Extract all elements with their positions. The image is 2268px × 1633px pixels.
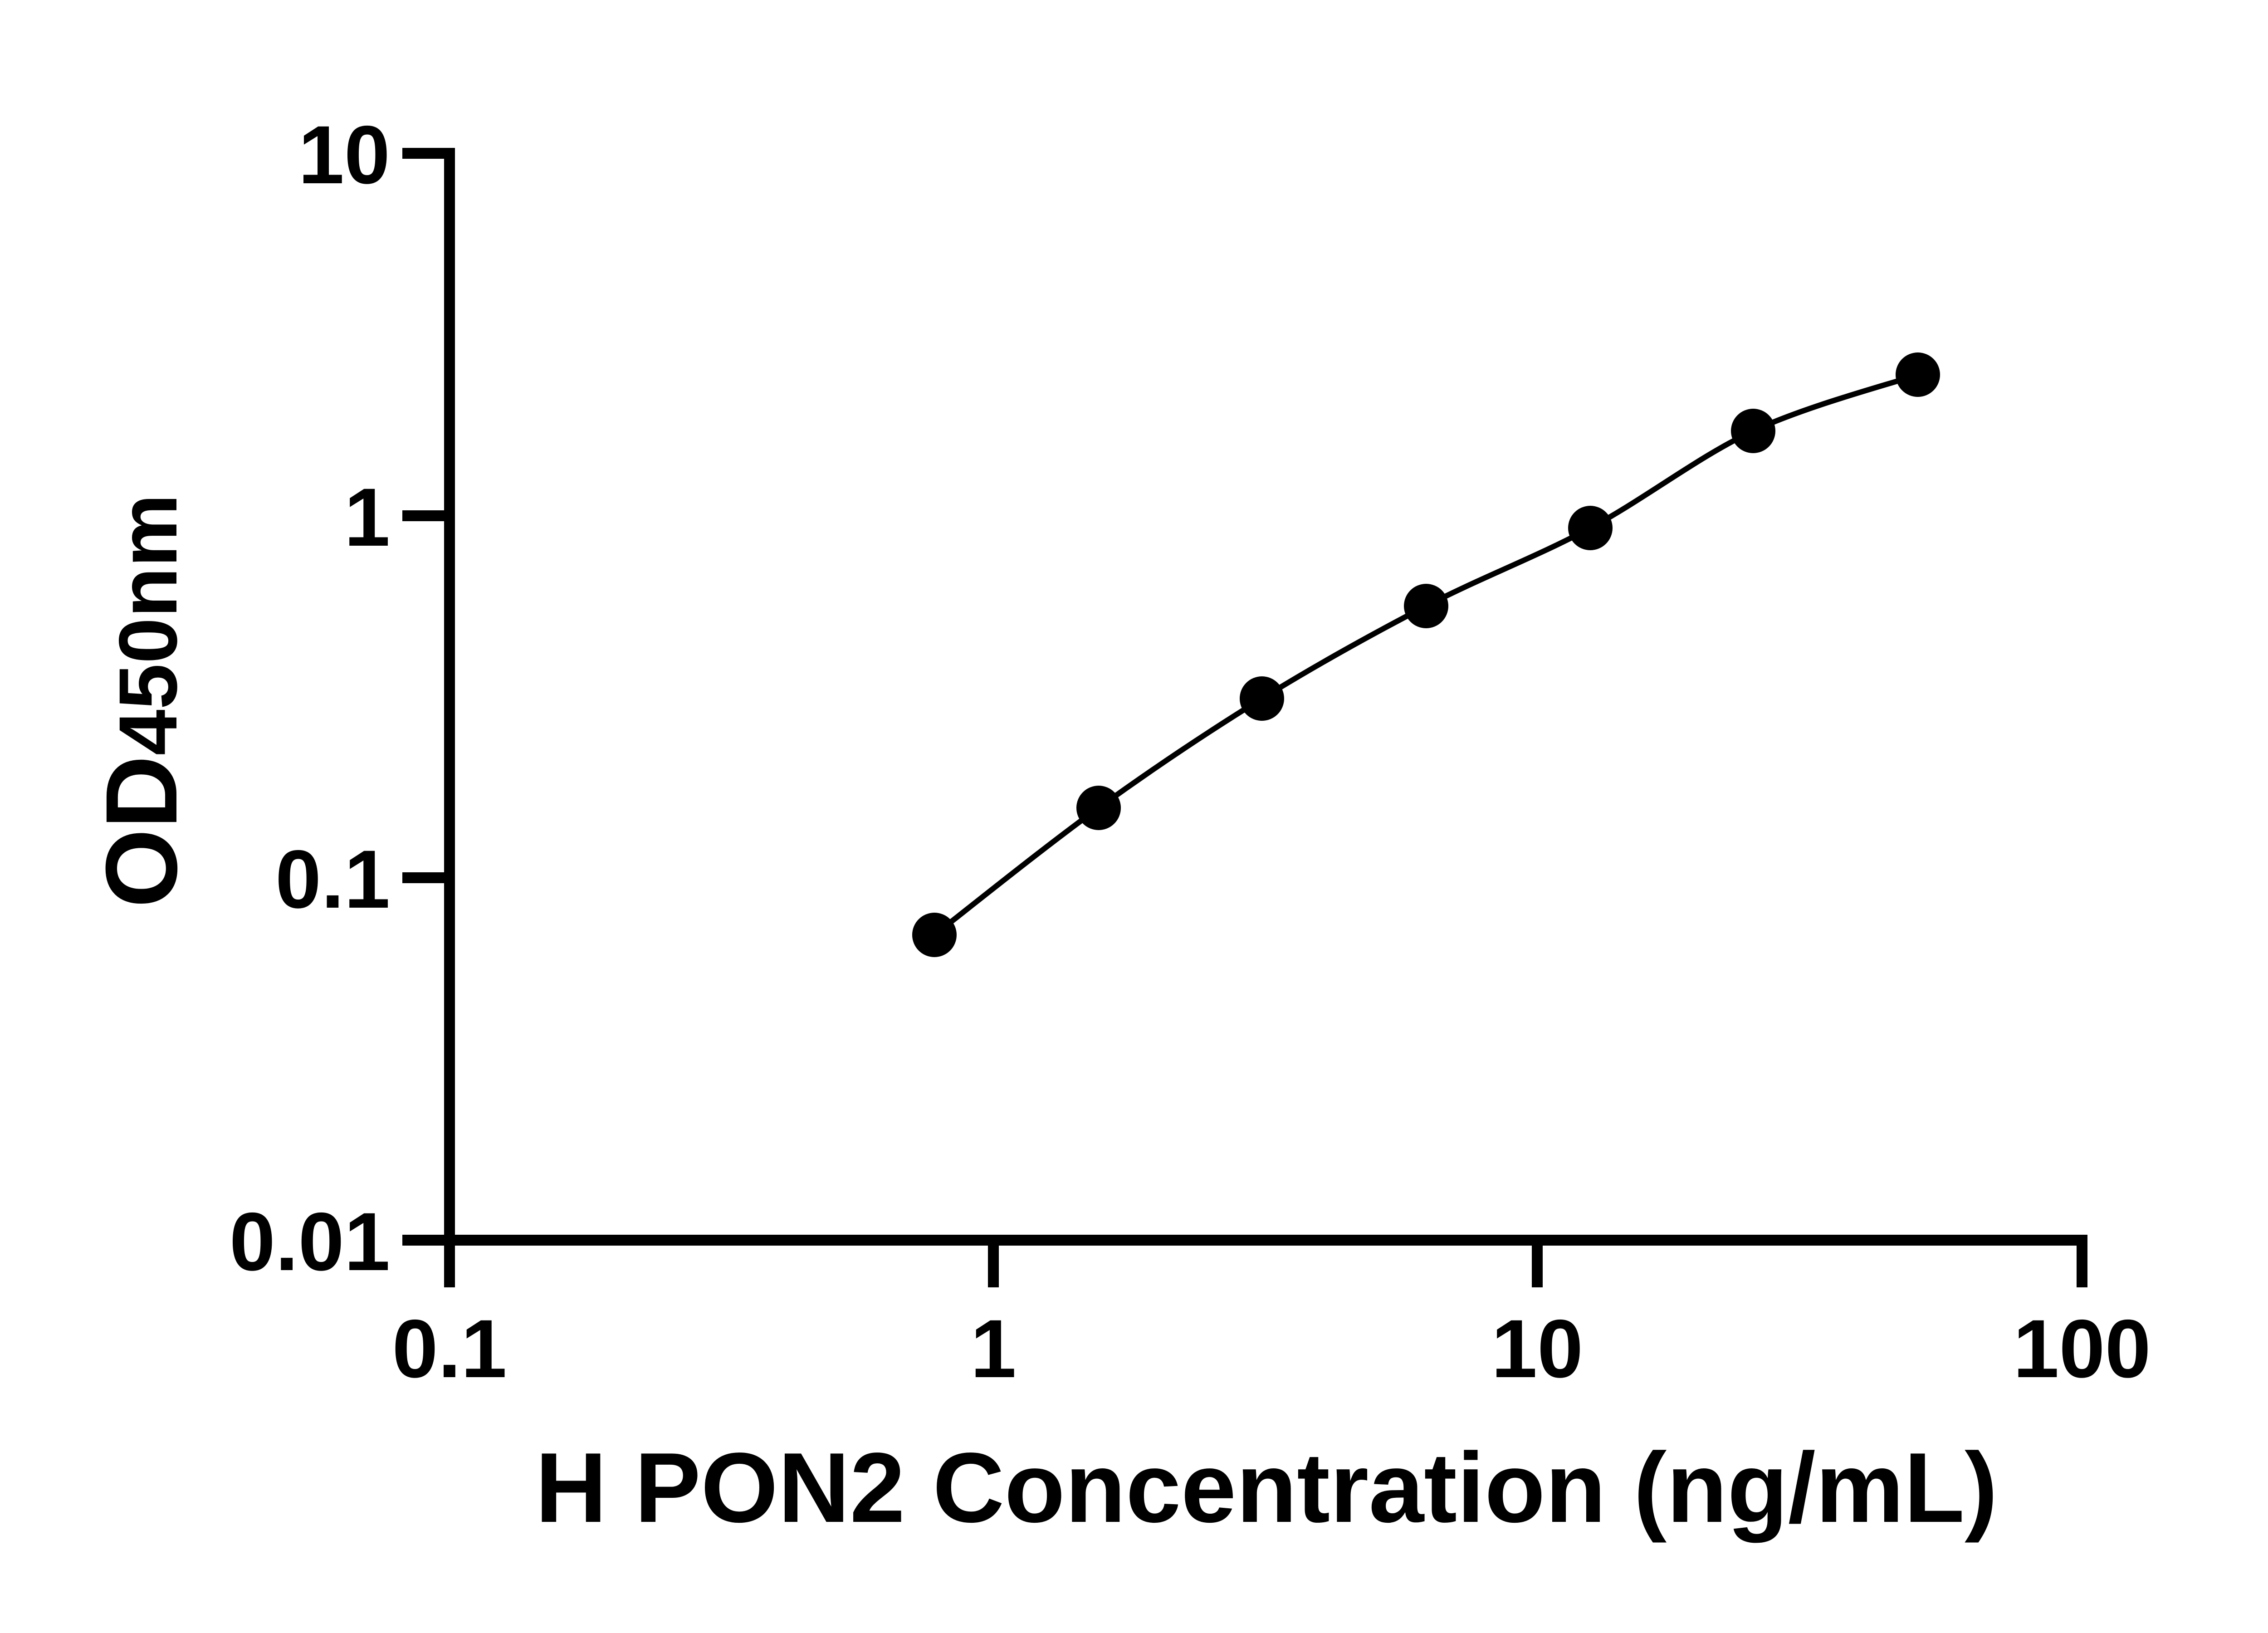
svg-text:0.01: 0.01 bbox=[230, 1195, 390, 1288]
svg-text:100: 100 bbox=[2013, 1302, 2151, 1395]
svg-text:10: 10 bbox=[1491, 1302, 1583, 1395]
svg-text:0.1: 0.1 bbox=[275, 833, 390, 925]
svg-text:1: 1 bbox=[970, 1302, 1016, 1395]
svg-text:1: 1 bbox=[344, 471, 390, 563]
svg-text:0.1: 0.1 bbox=[392, 1302, 507, 1395]
svg-text:OD450nm: OD450nm bbox=[85, 494, 198, 908]
svg-text:H PON2 Concentration (ng/mL): H PON2 Concentration (ng/mL) bbox=[535, 1433, 1998, 1543]
svg-text:10: 10 bbox=[298, 108, 390, 201]
